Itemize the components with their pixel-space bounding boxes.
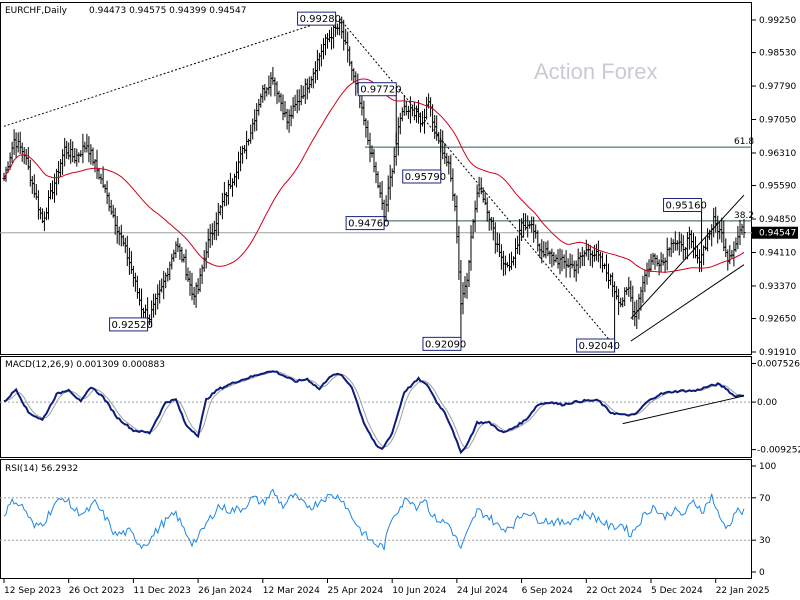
macd-panel: 0.007526 0.00 -0.009252 MACD(12,26,9) 0.00… xyxy=(0,356,800,458)
macd-tick-label: 0.007526 xyxy=(757,359,800,369)
fib-label-38.2: 38.2 xyxy=(734,211,754,221)
swing-label-text: 0.97720 xyxy=(360,85,401,96)
x-tick-label: 26 Oct 2023 xyxy=(69,586,125,596)
x-tick-label: 24 Jul 2024 xyxy=(457,586,508,596)
swing-label: 0.97720 xyxy=(357,82,402,97)
swing-label-text: 0.94760 xyxy=(348,219,389,230)
last-price-label: 0.94547 xyxy=(759,229,796,239)
swing-label: 0.92040 xyxy=(576,338,620,353)
price-tick-label: 0.99250 xyxy=(759,16,796,26)
macd-panel-frame xyxy=(0,356,752,458)
x-tick-label: 22 Oct 2024 xyxy=(586,586,642,596)
swing-label: 0.99280 xyxy=(297,11,341,26)
x-tick-label: 12 Mar 2024 xyxy=(263,586,320,596)
rsi-title: RSI(14) 56.2932 xyxy=(5,464,78,474)
trendline-1 xyxy=(339,18,615,347)
swing-label-text: 0.95790 xyxy=(405,172,446,183)
rsi-tick-label: 70 xyxy=(759,494,771,504)
macd-trendline xyxy=(622,395,745,425)
rsi-tick-label: 100 xyxy=(759,462,776,472)
last-price-badge xyxy=(752,226,798,239)
x-tick-label: 6 Sep 2024 xyxy=(522,586,574,596)
macd-tick-label: -0.009252 xyxy=(757,446,800,456)
ohlc-bar xyxy=(742,219,746,238)
x-tick-label: 25 Apr 2024 xyxy=(327,586,383,596)
trendline-2 xyxy=(630,264,745,342)
rsi-panel: 100 70 30 0 RSI(14) 56.2932 xyxy=(0,459,776,579)
fib-label-61.8: 61.8 xyxy=(734,137,754,147)
swing-label: 0.95160 xyxy=(663,197,707,212)
rsi-panel-frame xyxy=(0,459,752,579)
macd-tick-label: 0.00 xyxy=(757,398,777,408)
macd-line xyxy=(3,370,745,455)
rsi-line xyxy=(3,488,745,551)
swing-label: 0.92090 xyxy=(422,336,466,351)
price-tick-label: 0.97050 xyxy=(759,116,796,126)
x-tick-label: 11 Dec 2023 xyxy=(133,586,191,596)
swing-label: 0.92520 xyxy=(109,317,153,332)
price-tick-label: 0.91910 xyxy=(759,348,796,358)
x-tick-label: 26 Jan 2024 xyxy=(198,586,252,596)
x-tick-label: 22 Jan 2025 xyxy=(716,586,770,596)
price-title: EURCHF,Daily xyxy=(5,6,68,16)
price-panel: Action Forex 61.8 38.2 0.99280 0.97720 0.95… xyxy=(0,2,798,358)
price-tick-label: 0.92650 xyxy=(759,315,796,325)
rsi-tick-label: 0 xyxy=(759,568,765,578)
swing-label: 0.94760 xyxy=(345,216,389,231)
price-tick-label: 0.93370 xyxy=(759,282,796,292)
price-tick-label: 0.97790 xyxy=(759,82,796,92)
x-tick-label: 5 Dec 2024 xyxy=(651,586,703,596)
x-tick-label: 10 Jun 2024 xyxy=(392,586,446,596)
price-tick-label: 0.94850 xyxy=(759,215,796,225)
swing-label-text: 0.92520 xyxy=(112,320,153,331)
swing-label: 0.95790 xyxy=(402,169,446,184)
watermark: Action Forex xyxy=(534,59,658,84)
trendline-0 xyxy=(3,18,332,127)
swing-label-text: 0.95160 xyxy=(666,200,707,211)
swing-label-text: 0.99280 xyxy=(300,14,341,25)
macd-title: MACD(12,26,9) 0.001309 0.000883 xyxy=(5,360,165,370)
price-tick-label: 0.95590 xyxy=(759,182,796,192)
swing-label-text: 0.92090 xyxy=(425,339,466,350)
x-tick-label: 12 Sep 2023 xyxy=(4,586,61,596)
rsi-tick-label: 30 xyxy=(759,536,771,546)
price-tick-label: 0.94110 xyxy=(759,248,796,258)
price-tick-label: 0.98530 xyxy=(759,49,796,59)
x-axis: 12 Sep 2023 26 Oct 2023 11 Dec 2023 26 Jan … xyxy=(3,579,770,596)
swing-label-text: 0.92040 xyxy=(579,341,620,352)
ohlc-header: 0.94473 0.94575 0.94399 0.94547 xyxy=(89,6,246,16)
price-tick-label: 0.96310 xyxy=(759,149,796,159)
